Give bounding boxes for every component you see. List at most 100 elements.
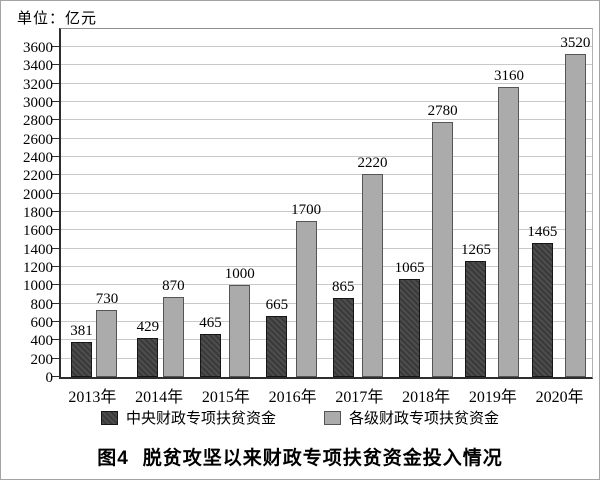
bar-group-2018年: 1065 2780: [393, 29, 459, 377]
bar-value-label: 3520: [560, 35, 591, 52]
y-axis-tick-mark: [52, 266, 59, 267]
gridline: [61, 82, 592, 84]
bar-series0-2019年: [465, 261, 487, 377]
gridline: [61, 284, 592, 286]
y-axis-tick-label: 400: [30, 333, 54, 350]
x-axis-label: 2018年: [402, 389, 451, 406]
bar-series0-2020年: [531, 242, 553, 377]
y-axis-tick-label: 1800: [23, 205, 53, 221]
gridline: [61, 211, 592, 212]
y-axis-tick-mark: [52, 229, 59, 231]
gridline: [61, 321, 592, 322]
y-axis-tick-mark: [52, 284, 59, 286]
bar-value-label: 465: [199, 315, 222, 332]
bar-series0-2015年: [199, 334, 221, 377]
bar-value-label: 429: [136, 318, 160, 335]
gridline: [61, 302, 592, 304]
y-axis-tick-mark: [52, 101, 59, 102]
bar-value-label: 1465: [527, 223, 558, 240]
legend: 中央财政专项扶贫资金 各级财政专项扶贫资金: [1, 407, 599, 428]
bar-group-2017年: 865 2220: [327, 29, 393, 377]
bar-series1-2014年: [162, 297, 184, 377]
legend-label: 各级财政专项扶贫资金: [349, 411, 500, 427]
bar-value-label: 2220: [357, 154, 388, 171]
x-axis-label: 2013年: [68, 389, 117, 406]
bar-group-2013年: 381 730: [61, 29, 127, 377]
y-axis-tick-mark: [52, 376, 59, 377]
legend-label: 中央财政专项扶贫资金: [125, 411, 276, 427]
bar-group-2019年: 1265 3160: [459, 29, 525, 377]
bar-group-2015年: 465 1000: [194, 29, 260, 377]
y-axis-tick-mark: [52, 247, 59, 249]
y-axis-tick-label: 1000: [23, 278, 53, 295]
bar-groups: 381 730 429 870 465 1000 665 1700 865 2220 1065 278…: [61, 29, 592, 377]
y-axis-tick-label: 2200: [23, 168, 53, 185]
bar-series0-2018年: [399, 279, 421, 377]
x-axis-label: 2019年: [468, 389, 517, 406]
bar-col: 2780: [428, 103, 458, 377]
y-axis-tick-mark: [52, 46, 59, 47]
y-axis-tick-label: 3200: [23, 76, 53, 93]
bar-value-label: 865: [331, 278, 355, 295]
gridline: [61, 266, 592, 267]
figure-caption: 图4 脱贫攻坚以来财政专项扶贫资金投入情况: [1, 443, 599, 470]
bar-col: 465: [199, 315, 222, 377]
bar-col: 1465: [527, 224, 557, 377]
gridline: [61, 229, 592, 231]
bar-value-label: 665: [265, 297, 289, 314]
bar-col: 1700: [291, 202, 321, 377]
y-axis-tick-mark: [52, 64, 59, 66]
unit-label: 单位：亿元: [17, 11, 98, 27]
bar-col: 381: [70, 323, 93, 377]
y-axis-tick-label: 200: [30, 351, 54, 368]
bar-value-label: 730: [95, 291, 119, 308]
y-axis-tick-label: 1400: [23, 241, 53, 258]
bar-col: 730: [95, 291, 119, 377]
y-axis-tick-mark: [52, 339, 59, 341]
gridline: [61, 119, 592, 121]
bar-col: 2220: [357, 154, 388, 377]
y-axis-tick-label: 1600: [23, 223, 53, 240]
bar-value-label: 1700: [291, 202, 322, 219]
y-axis-tick-mark: [52, 321, 59, 322]
legend-item: 各级财政专项扶贫资金: [324, 407, 499, 428]
legend-item: 中央财政专项扶贫资金: [100, 407, 276, 428]
x-axis-labels: 2013年 2014年 2015年 2016年 2017年 2018年 2019年 2020年: [59, 383, 593, 407]
y-axis-tick-label: 3400: [23, 58, 53, 75]
bar-series0-2016年: [266, 316, 288, 377]
y-axis-tick-label: 2000: [23, 186, 53, 203]
bar-col: 3160: [494, 68, 524, 377]
bar-value-label: 1265: [460, 242, 491, 259]
x-axis-label: 2016年: [268, 389, 317, 406]
bar-series0-2017年: [332, 297, 354, 377]
gridline: [61, 357, 592, 359]
gridline: [61, 64, 592, 66]
gridline: [61, 137, 592, 139]
y-axis-tick-label: 2600: [23, 131, 53, 148]
bar-series0-2013年: [70, 342, 92, 377]
x-axis-label: 2017年: [335, 389, 384, 406]
y-axis-tick-label: 600: [30, 315, 54, 331]
y-axis-tick-mark: [52, 137, 59, 139]
bar-series1-2019年: [498, 87, 520, 377]
bar-col: 429: [136, 318, 160, 377]
bar-series1-2017年: [361, 173, 383, 377]
caption-title: 脱贫攻坚以来财政专项扶贫资金投入情况: [142, 448, 503, 469]
bar-series1-2015年: [229, 285, 251, 377]
legend-swatch-gray: [324, 410, 341, 425]
bar-group-2020年: 1465 3520: [526, 29, 592, 377]
bar-series1-2016年: [295, 221, 317, 377]
y-axis-tick-label: 0: [45, 370, 54, 386]
bar-value-label: 870: [162, 278, 185, 295]
bar-col: 665: [265, 297, 289, 377]
y-axis-tick-label: 3600: [23, 40, 53, 56]
x-axis-label: 2015年: [201, 389, 250, 406]
bar-col: 1265: [461, 242, 491, 377]
bar-col: 1000: [225, 266, 255, 377]
bar-series1-2020年: [564, 54, 586, 377]
gridline: [61, 339, 592, 341]
x-axis-label: 2014年: [135, 389, 184, 406]
y-axis-tick-label: 1200: [23, 260, 53, 276]
y-axis-tick-label: 2800: [23, 113, 53, 130]
